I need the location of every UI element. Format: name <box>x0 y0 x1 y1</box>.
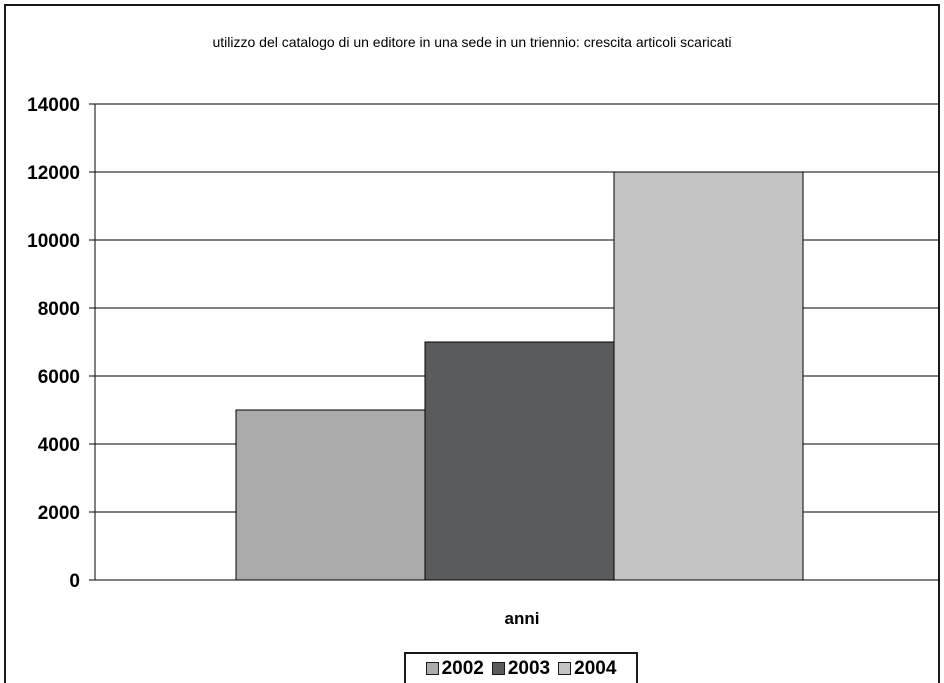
chart-title: utilizzo del catalogo di un editore in u… <box>212 34 732 50</box>
legend: 2002 2003 2004 <box>404 652 638 683</box>
legend-swatch-2002 <box>425 662 439 675</box>
bar-2003 <box>424 341 615 581</box>
legend-item-2004: 2004 <box>558 658 616 680</box>
y-axis: 0 2000 4000 6000 8000 10000 12000 14000 <box>27 95 96 592</box>
y-tick-label-12000: 12000 <box>27 163 80 184</box>
bars <box>235 171 804 581</box>
legend-label-2003: 2003 <box>507 657 551 679</box>
legend-swatch-2004 <box>558 662 572 675</box>
bar-2004 <box>613 171 804 581</box>
legend-swatch-2003 <box>491 662 505 675</box>
bar-2002 <box>235 409 426 581</box>
legend-item-2003: 2003 <box>491 657 551 680</box>
legend-item-2002: 2002 <box>425 657 484 680</box>
x-axis-label: anni <box>504 609 540 628</box>
y-tick-label-4000: 4000 <box>38 435 80 456</box>
y-tick-label-0: 0 <box>69 571 80 592</box>
legend-label-2004: 2004 <box>574 657 617 679</box>
y-tick-label-6000: 6000 <box>38 367 80 388</box>
y-tick-label-10000: 10000 <box>27 231 80 252</box>
legend-label-2002: 2002 <box>441 657 484 679</box>
y-tick-label-2000: 2000 <box>38 503 80 524</box>
y-tick-label-14000: 14000 <box>27 95 80 116</box>
y-tick-label-8000: 8000 <box>38 299 80 320</box>
